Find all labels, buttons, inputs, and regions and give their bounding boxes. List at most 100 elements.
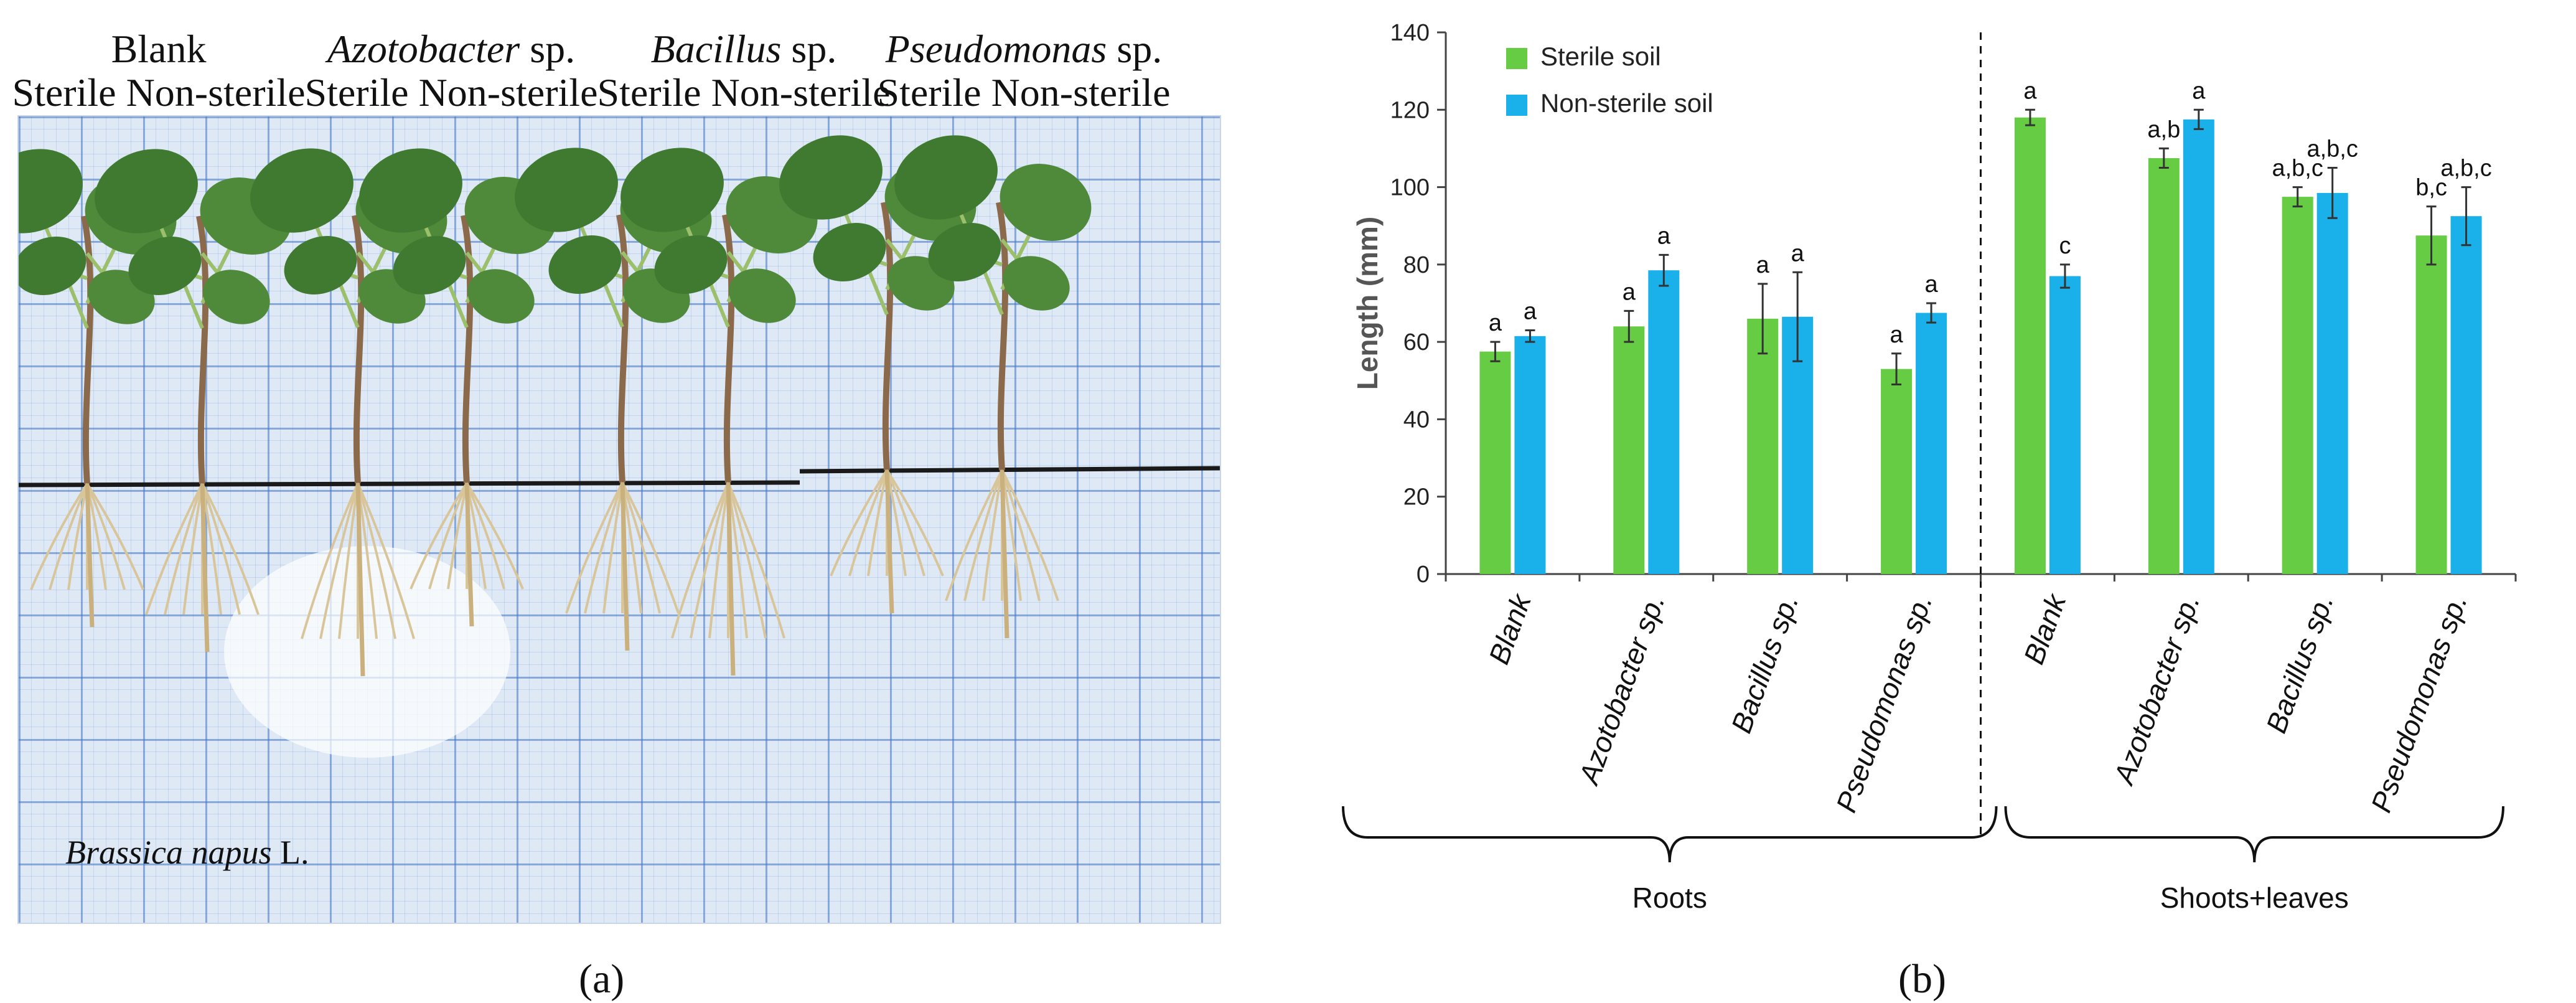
- y-tick-label: 20: [1403, 484, 1430, 511]
- root: [49, 483, 88, 590]
- seedling: [95, 149, 292, 652]
- bar-sterile: [2148, 158, 2180, 574]
- photo-condition-labels: Sterile Non-sterile: [597, 70, 891, 115]
- root: [466, 482, 524, 590]
- photo-condition-labels: Sterile Non-sterile: [12, 70, 306, 115]
- bar-non-sterile: [1514, 336, 1546, 574]
- photo-group-title: Bacillus sp.: [582, 26, 906, 72]
- group-name: Azotobacter: [327, 27, 520, 71]
- leaf: [779, 135, 883, 220]
- root: [466, 483, 505, 590]
- root: [30, 483, 88, 590]
- root: [848, 469, 888, 577]
- root: [867, 469, 888, 577]
- root: [201, 483, 241, 615]
- legend-swatch: [1506, 48, 1527, 69]
- leaf: [1003, 256, 1070, 311]
- root: [830, 469, 888, 577]
- category-label: Bacillus sp.: [1725, 590, 1804, 737]
- root: [428, 483, 468, 590]
- y-tick-label: 0: [1417, 562, 1430, 588]
- taproot: [1000, 469, 1009, 639]
- bar-sterile: [1747, 318, 1779, 574]
- group-brace: [2004, 806, 2504, 863]
- photo-group-title: Pseudomonas sp.: [862, 26, 1186, 72]
- y-tick-label: 140: [1390, 20, 1430, 46]
- taproot: [85, 483, 95, 628]
- root: [690, 482, 729, 639]
- significance-letter: c: [2059, 233, 2071, 259]
- root: [182, 483, 204, 615]
- category-label: Azotobacter sp.: [2107, 590, 2206, 790]
- bar-sterile: [1479, 351, 1511, 574]
- significance-letter: a,b,c: [2440, 156, 2491, 182]
- significance-letter: a: [1924, 271, 1938, 298]
- root: [621, 482, 680, 614]
- root: [86, 483, 126, 590]
- leaf: [467, 269, 535, 324]
- taproot: [464, 483, 474, 627]
- bar-sterile: [1881, 369, 1913, 574]
- root: [357, 483, 415, 639]
- root: [319, 483, 359, 639]
- significance-letter: a: [1489, 310, 1502, 336]
- leaf: [203, 270, 270, 324]
- leaf: [393, 235, 466, 295]
- photo-group-title: Blank: [0, 26, 321, 72]
- root: [708, 482, 729, 639]
- bar-non-sterile: [2049, 276, 2081, 574]
- group-name: Pseudomonas: [885, 27, 1107, 71]
- category-label: Bacillus sp.: [2260, 590, 2339, 737]
- bar-non-sterile: [2183, 119, 2214, 575]
- root: [86, 483, 144, 590]
- panel-a-label: (a): [579, 956, 625, 1002]
- root: [201, 483, 260, 615]
- y-tick-label: 40: [1403, 407, 1430, 433]
- group-brace: [1342, 806, 1998, 863]
- bar-sterile: [1613, 326, 1645, 574]
- leaf: [284, 235, 357, 295]
- root: [671, 482, 729, 639]
- taproot: [726, 482, 736, 676]
- root: [67, 483, 88, 590]
- significance-letter: a: [1791, 240, 1805, 266]
- significance-letter: a: [1623, 279, 1636, 305]
- root: [447, 483, 468, 590]
- photo-condition-labels: Sterile Non-sterile: [304, 70, 598, 115]
- seedling: [779, 135, 977, 614]
- significance-letter: a: [1890, 322, 1903, 348]
- significance-letter: a,b,c: [2272, 156, 2323, 182]
- y-axis-title: Length (mm): [1351, 217, 1384, 390]
- leaf: [548, 235, 622, 294]
- leaf: [250, 148, 354, 233]
- significance-letter: a: [2023, 78, 2037, 104]
- leaf: [95, 149, 198, 233]
- leaf: [928, 222, 1001, 282]
- root: [1001, 469, 1041, 601]
- caption-suffix: L.: [271, 834, 309, 871]
- seedling: [515, 148, 712, 651]
- root: [201, 483, 222, 615]
- significance-letter: a: [2192, 78, 2206, 104]
- y-tick-label: 60: [1403, 329, 1430, 356]
- soil-line: [18, 480, 800, 487]
- root: [338, 483, 359, 639]
- leaf: [621, 148, 724, 232]
- y-tick-label: 100: [1390, 175, 1430, 201]
- bar-non-sterile: [2316, 192, 2348, 575]
- taproot: [620, 482, 630, 651]
- category-label: Blank: [2017, 589, 2073, 669]
- seedling-illustration: [0, 135, 1220, 758]
- leaf: [729, 268, 796, 323]
- legend-swatch: [1506, 95, 1527, 116]
- y-tick-label: 80: [1403, 252, 1430, 278]
- seedling: [621, 148, 818, 676]
- photo-panel: Blank Sterile Non-sterile Azotobacter sp. S…: [0, 0, 1232, 1002]
- group-suffix: sp.: [781, 27, 837, 71]
- group-label: Shoots+leaves: [2160, 882, 2349, 914]
- significance-letter: a,b,c: [2307, 136, 2358, 162]
- root: [621, 482, 642, 614]
- seedling: [894, 135, 1092, 639]
- root: [621, 482, 661, 614]
